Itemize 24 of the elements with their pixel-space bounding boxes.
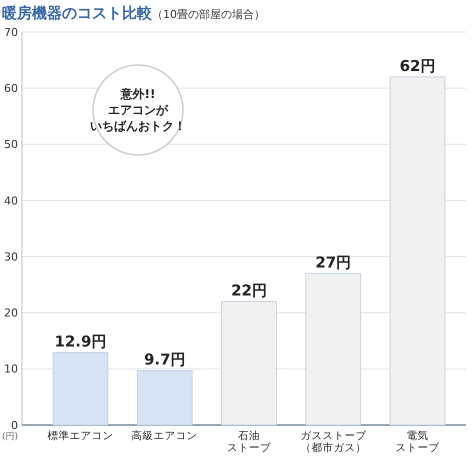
x-tick-label: 石油ストーブ	[227, 429, 272, 454]
data-label: 62円	[400, 56, 436, 75]
bar	[390, 76, 446, 426]
y-tick-label: 40	[4, 194, 18, 208]
y-tick-label: 20	[4, 306, 18, 320]
y-tick-label: 10	[4, 362, 18, 376]
chart-subtitle: （10畳の部屋の場合）	[152, 8, 265, 21]
bar	[221, 300, 277, 426]
x-tick-label: 標準エアコン	[47, 430, 114, 442]
data-label: 22円	[231, 281, 267, 300]
y-tick-label: 50	[4, 138, 18, 152]
bar	[305, 272, 362, 426]
x-tick-label: 高級エアコン	[132, 429, 198, 442]
y-tick-label: 30	[4, 250, 18, 264]
annotation: 意外!!エアコンがいちばんおトク！	[90, 87, 186, 134]
data-label: 12.9円	[54, 332, 106, 351]
y-tick-label: 0	[11, 418, 18, 432]
y-axis-title: (円)	[2, 432, 18, 442]
x-tick-label: ガスストーブ（都市ガス）	[300, 429, 368, 454]
x-tick-label: 電気ストーブ	[396, 430, 441, 454]
data-label: 27円	[315, 253, 352, 272]
y-tick-label: 60	[4, 82, 18, 95]
data-label: 9.7円	[144, 350, 186, 369]
y-tick-label: 70	[4, 26, 18, 39]
